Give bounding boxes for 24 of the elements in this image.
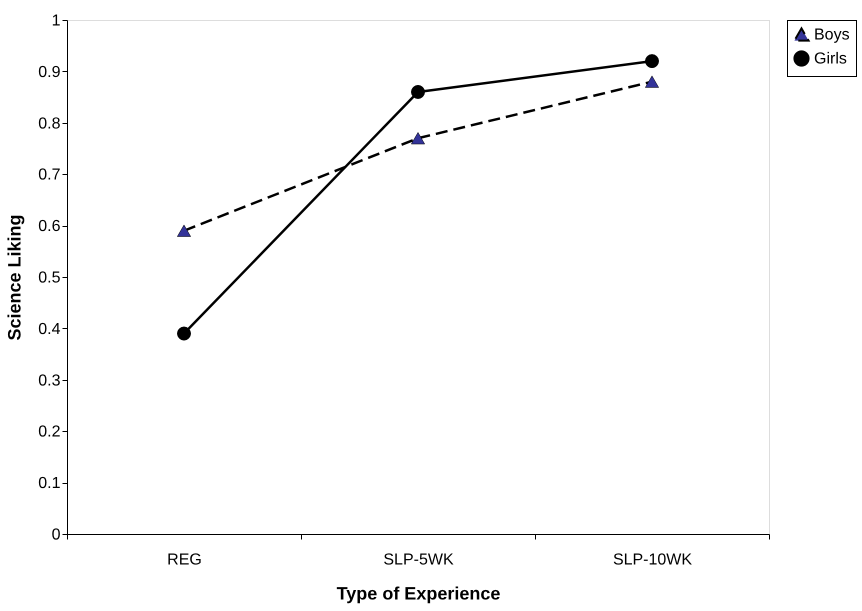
legend-label: Girls: [814, 50, 847, 68]
y-tick-label: 0.6: [38, 218, 61, 236]
y-tick-label: 0.9: [38, 64, 61, 81]
point: [645, 54, 659, 68]
x-tick-label: SLP-5WK: [383, 552, 454, 568]
x-axis-title: Type of Experience: [336, 584, 500, 604]
y-tick-label: 0.4: [38, 320, 61, 338]
x-tick-label: REG: [167, 552, 202, 568]
y-axis-title: Science Liking: [4, 214, 24, 341]
point: [645, 76, 659, 88]
y-tick-label: 0.7: [38, 166, 61, 184]
y-tick-label: 0.2: [38, 424, 61, 441]
y-tick-label: 0: [52, 526, 61, 544]
y-tick-label: 0.1: [38, 475, 61, 492]
y-tick-label: 0.5: [38, 270, 61, 286]
point: [177, 326, 191, 340]
point: [177, 224, 191, 237]
legend-label: Boys: [814, 26, 850, 44]
y-tick-label: 0.3: [38, 372, 61, 390]
y-tick-label: 0.8: [38, 115, 61, 132]
y-tick-label: 1: [52, 12, 61, 30]
point: [411, 85, 425, 99]
x-tick-label: SLP-10WK: [612, 552, 692, 568]
point: [411, 132, 425, 144]
